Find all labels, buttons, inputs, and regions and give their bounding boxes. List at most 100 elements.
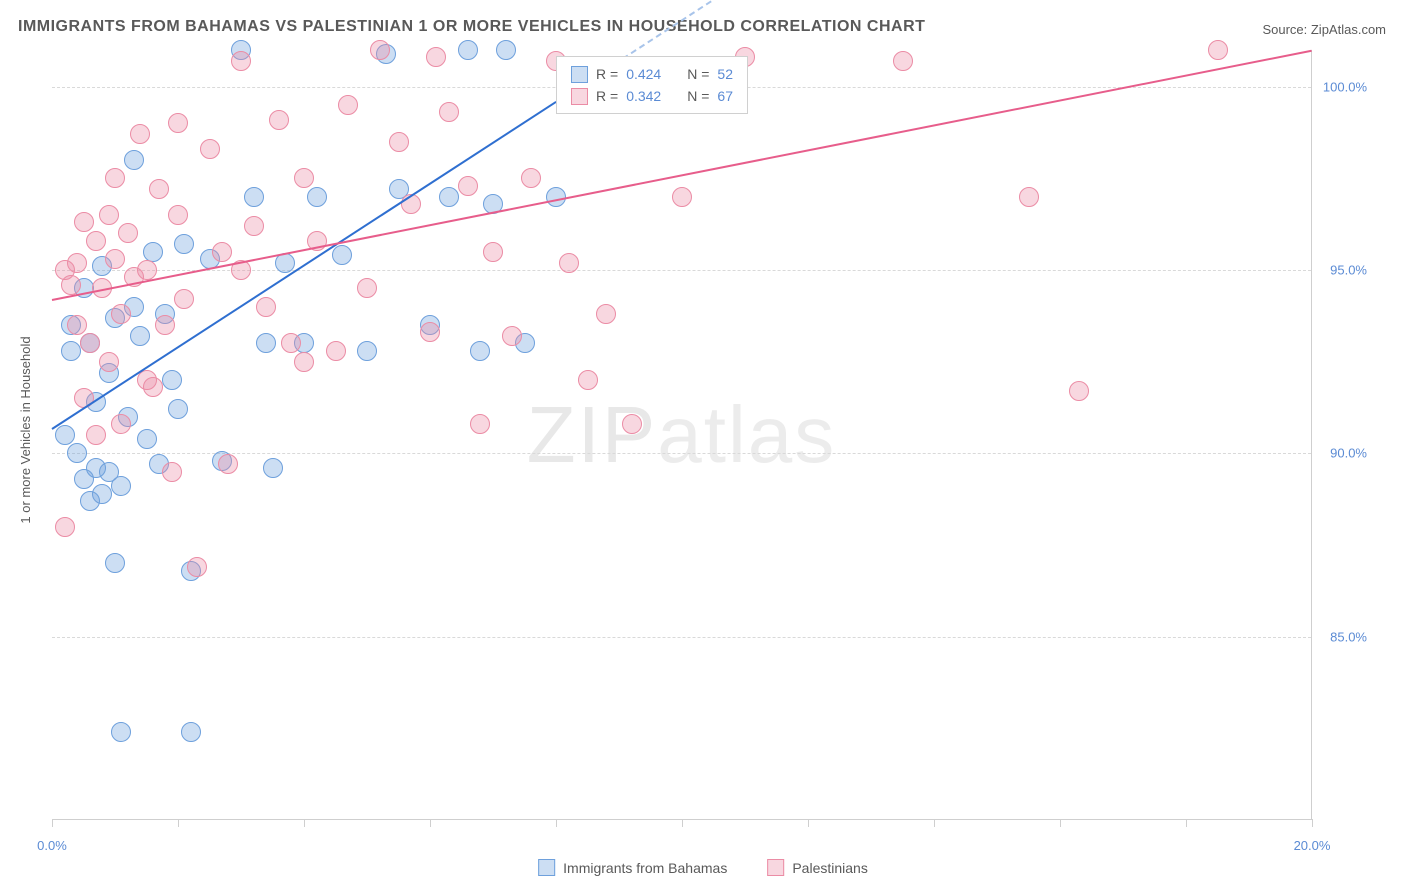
- data-point: [105, 249, 125, 269]
- stats-n-label: N =: [687, 63, 709, 85]
- data-point: [672, 187, 692, 207]
- stats-r-value: 0.342: [626, 85, 661, 107]
- data-point: [470, 341, 490, 361]
- data-point: [502, 326, 522, 346]
- data-point: [496, 40, 516, 60]
- x-tick: [682, 819, 683, 827]
- data-point: [231, 51, 251, 71]
- data-point: [67, 315, 87, 335]
- legend-label-bahamas: Immigrants from Bahamas: [563, 860, 727, 876]
- data-point: [74, 212, 94, 232]
- data-point: [326, 341, 346, 361]
- data-point: [256, 297, 276, 317]
- y-tick-label: 90.0%: [1330, 446, 1367, 461]
- chart-title: IMMIGRANTS FROM BAHAMAS VS PALESTINIAN 1…: [18, 18, 925, 36]
- data-point: [281, 333, 301, 353]
- x-tick: [1186, 819, 1187, 827]
- y-tick-label: 95.0%: [1330, 263, 1367, 278]
- data-point: [307, 187, 327, 207]
- data-point: [67, 443, 87, 463]
- data-point: [546, 187, 566, 207]
- watermark: ZIPatlas: [527, 389, 836, 481]
- data-point: [111, 304, 131, 324]
- source-label: Source: ZipAtlas.com: [1262, 22, 1386, 37]
- data-point: [137, 260, 157, 280]
- legend-swatch-bahamas: [538, 859, 555, 876]
- data-point: [162, 462, 182, 482]
- data-point: [168, 205, 188, 225]
- x-tick: [1312, 819, 1313, 827]
- data-point: [212, 242, 232, 262]
- data-point: [893, 51, 913, 71]
- data-point: [458, 40, 478, 60]
- data-point: [137, 429, 157, 449]
- data-point: [521, 168, 541, 188]
- watermark-zip: ZIP: [527, 390, 657, 479]
- data-point: [92, 484, 112, 504]
- data-point: [218, 454, 238, 474]
- gridline: [52, 637, 1311, 638]
- stats-swatch: [571, 88, 588, 105]
- data-point: [80, 333, 100, 353]
- data-point: [370, 40, 390, 60]
- data-point: [294, 168, 314, 188]
- y-tick-label: 100.0%: [1323, 79, 1367, 94]
- trend-line: [51, 101, 556, 430]
- legend-item-palestinians: Palestinians: [767, 859, 868, 876]
- data-point: [483, 242, 503, 262]
- x-tick: [178, 819, 179, 827]
- data-point: [332, 245, 352, 265]
- stats-swatch: [571, 66, 588, 83]
- data-point: [622, 414, 642, 434]
- data-point: [99, 205, 119, 225]
- data-point: [162, 370, 182, 390]
- data-point: [1208, 40, 1228, 60]
- data-point: [420, 322, 440, 342]
- data-point: [389, 132, 409, 152]
- data-point: [130, 326, 150, 346]
- legend-label-palestinians: Palestinians: [792, 860, 868, 876]
- data-point: [256, 333, 276, 353]
- watermark-atlas: atlas: [657, 390, 836, 479]
- stats-n-label: N =: [687, 85, 709, 107]
- data-point: [244, 216, 264, 236]
- data-point: [86, 231, 106, 251]
- y-axis-title: 1 or more Vehicles in Household: [18, 336, 33, 523]
- legend-bottom: Immigrants from Bahamas Palestinians: [538, 859, 868, 876]
- x-tick: [556, 819, 557, 827]
- data-point: [74, 388, 94, 408]
- stats-r-value: 0.424: [626, 63, 661, 85]
- stats-row: R =0.424N =52: [571, 63, 733, 85]
- data-point: [578, 370, 598, 390]
- data-point: [1069, 381, 1089, 401]
- data-point: [357, 341, 377, 361]
- data-point: [439, 102, 459, 122]
- data-point: [55, 425, 75, 445]
- stats-legend: R =0.424N =52R =0.342N =67: [556, 56, 748, 114]
- data-point: [1019, 187, 1039, 207]
- stats-n-value: 52: [717, 63, 733, 85]
- legend-swatch-palestinians: [767, 859, 784, 876]
- data-point: [294, 352, 314, 372]
- data-point: [99, 352, 119, 372]
- x-tick-label: 0.0%: [37, 838, 67, 853]
- data-point: [130, 124, 150, 144]
- data-point: [55, 517, 75, 537]
- data-point: [269, 110, 289, 130]
- x-tick: [304, 819, 305, 827]
- data-point: [111, 476, 131, 496]
- data-point: [124, 150, 144, 170]
- legend-item-bahamas: Immigrants from Bahamas: [538, 859, 727, 876]
- data-point: [105, 553, 125, 573]
- x-tick-label: 20.0%: [1294, 838, 1331, 853]
- data-point: [338, 95, 358, 115]
- data-point: [111, 414, 131, 434]
- data-point: [559, 253, 579, 273]
- data-point: [168, 399, 188, 419]
- gridline: [52, 453, 1311, 454]
- data-point: [200, 139, 220, 159]
- data-point: [244, 187, 264, 207]
- x-tick: [52, 819, 53, 827]
- data-point: [105, 168, 125, 188]
- data-point: [61, 341, 81, 361]
